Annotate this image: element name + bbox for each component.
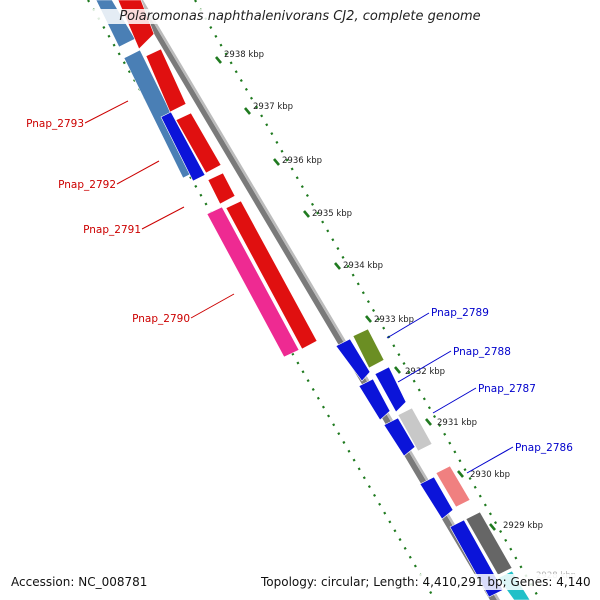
leader-line-pnap-2792	[116, 160, 160, 185]
gene-arrow[interactable]	[160, 111, 206, 182]
reverse-strand-genes	[95, 0, 318, 358]
leader-line-pnap-2789	[386, 312, 430, 339]
outer-dotted-line	[194, 0, 541, 600]
gene-arrow[interactable]	[383, 417, 416, 457]
tick-label-2937: 2937 kbp	[253, 102, 293, 112]
tick-label-2932: 2932 kbp	[405, 367, 445, 377]
tick-mark	[365, 315, 372, 323]
gene-arrow[interactable]	[145, 48, 187, 113]
gene-label-pnap-2793[interactable]: Pnap_2793	[26, 118, 84, 130]
gene-label-pnap-2792[interactable]: Pnap_2792	[58, 179, 116, 191]
gene-arrow[interactable]	[206, 206, 300, 358]
genome-summary-text: Topology: circular; Length: 4,410,291 bp…	[259, 574, 593, 590]
gene-label-pnap-2790[interactable]: Pnap_2790	[132, 313, 190, 325]
gene-arrow[interactable]	[335, 338, 371, 382]
tick-label-2930: 2930 kbp	[470, 470, 510, 480]
accession-text: Accession: NC_008781	[9, 574, 150, 590]
tick-mark	[244, 107, 251, 115]
tick-label-2936: 2936 kbp	[282, 156, 322, 166]
tick-label-2934: 2934 kbp	[343, 261, 383, 271]
gene-arrow[interactable]	[419, 476, 454, 520]
gene-label-pnap-2787[interactable]: Pnap_2787	[478, 383, 536, 395]
tick-mark	[334, 262, 341, 270]
leader-line-pnap-2786	[466, 446, 514, 474]
leader-line-pnap-2790	[190, 293, 235, 319]
tick-mark	[273, 158, 280, 166]
gene-label-pnap-2791[interactable]: Pnap_2791	[83, 224, 141, 236]
gene-arrow[interactable]	[175, 112, 222, 174]
tick-label-2931: 2931 kbp	[437, 418, 477, 428]
leader-line-pnap-2787	[432, 387, 477, 414]
leader-line-pnap-2788	[397, 350, 452, 383]
genome-title: Polaromonas naphthalenivorans CJ2, compl…	[0, 9, 600, 24]
gene-arrow[interactable]	[358, 378, 391, 421]
tick-label-2938: 2938 kbp	[224, 50, 264, 60]
gene-arrow[interactable]	[225, 200, 318, 350]
tick-mark	[457, 470, 464, 478]
label-leader-lines	[84, 100, 514, 474]
tick-label-2933: 2933 kbp	[374, 315, 414, 325]
gene-label-pnap-2789[interactable]: Pnap_2789	[431, 307, 489, 319]
gene-block[interactable]	[435, 465, 471, 508]
gene-label-pnap-2788[interactable]: Pnap_2788	[453, 346, 511, 358]
tick-label-2929: 2929 kbp	[503, 521, 543, 531]
tick-marks	[215, 56, 496, 531]
leader-line-pnap-2791	[141, 206, 185, 230]
gene-arrow[interactable]	[374, 366, 407, 413]
gene-block[interactable]	[352, 328, 385, 369]
forward-strand-genes	[335, 328, 531, 600]
gene-arrow[interactable]	[207, 172, 236, 205]
tick-mark	[489, 523, 496, 531]
gene-block[interactable]	[397, 407, 433, 452]
gene-block[interactable]	[465, 511, 513, 576]
tick-mark	[215, 56, 222, 64]
tick-mark	[303, 210, 310, 218]
leader-line-pnap-2793	[84, 100, 129, 124]
tick-mark	[394, 366, 401, 374]
gene-labels: Pnap_2793 Pnap_2792 Pnap_2791 Pnap_2790 …	[26, 118, 573, 454]
gene-label-pnap-2786[interactable]: Pnap_2786	[515, 442, 573, 454]
tick-label-2935: 2935 kbp	[312, 209, 352, 219]
tick-mark	[425, 418, 432, 426]
